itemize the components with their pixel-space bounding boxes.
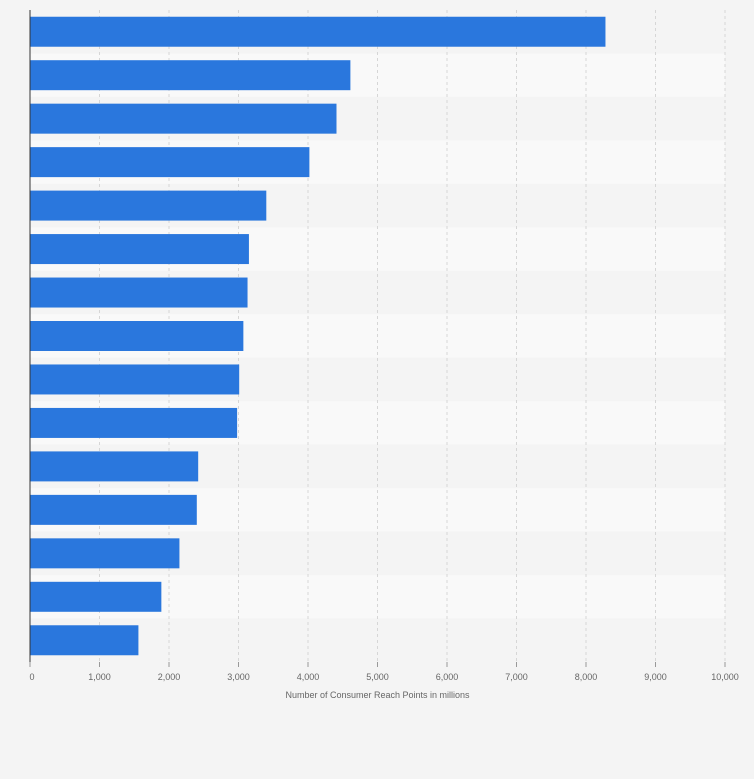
bar[interactable] (30, 103, 337, 134)
x-tick-label: 6,000 (436, 672, 459, 682)
x-tick-label: 8,000 (575, 672, 598, 682)
bar[interactable] (30, 234, 249, 265)
bar[interactable] (30, 277, 248, 308)
bar[interactable] (30, 625, 139, 656)
x-tick-label: 0 (29, 672, 34, 682)
x-axis: 0 1,000 2,000 3,000 4,000 5,000 6,000 7,000 8,00… (29, 10, 739, 682)
x-tick-label: 9,000 (644, 672, 667, 682)
x-tick-label: 2,000 (158, 672, 181, 682)
bar[interactable] (30, 321, 244, 351)
bar[interactable] (30, 451, 199, 482)
x-tick-label: 10,000 (711, 672, 739, 682)
bar[interactable] (30, 147, 310, 178)
x-axis-title: Number of Consumer Reach Points in milli… (285, 690, 470, 700)
bars (30, 16, 606, 656)
x-tick-label: 4,000 (297, 672, 320, 682)
bar[interactable] (30, 538, 180, 569)
x-tick-label: 3,000 (227, 672, 250, 682)
bar[interactable] (30, 16, 606, 47)
bar[interactable] (30, 407, 238, 438)
bar[interactable] (30, 190, 267, 221)
bar[interactable] (30, 60, 351, 91)
x-tick-label: 5,000 (366, 672, 389, 682)
bar[interactable] (30, 494, 197, 525)
x-tick-label: 1,000 (88, 672, 111, 682)
bar[interactable] (30, 581, 162, 612)
x-tick-label: 7,000 (505, 672, 528, 682)
bar[interactable] (30, 364, 240, 395)
